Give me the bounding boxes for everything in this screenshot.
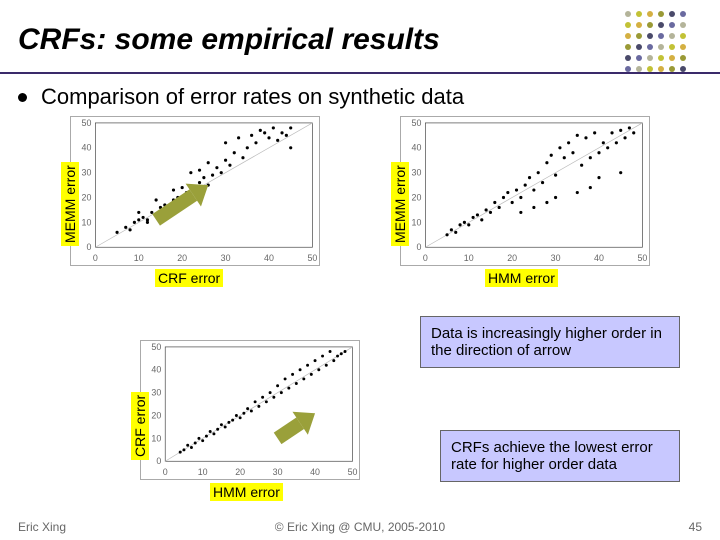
bullet-text: Comparison of error rates on synthetic d… [41,84,464,110]
svg-text:10: 10 [82,217,92,227]
svg-text:20: 20 [151,410,161,420]
svg-text:30: 30 [221,253,231,263]
svg-text:40: 40 [412,143,422,153]
plot-hmm-vs-crf: 00 10 10 20 20 30 30 40 40 50 50 [140,340,360,480]
footer-author: Eric Xing [18,520,66,534]
svg-text:0: 0 [423,253,428,263]
xlabel-hmm-bottom: HMM error [210,484,283,500]
svg-text:50: 50 [348,467,358,477]
svg-text:20: 20 [412,192,422,202]
plot-hmm-vs-memm: 00 10 10 20 20 30 30 40 40 50 50 [400,116,650,266]
svg-text:40: 40 [151,365,161,375]
svg-text:0: 0 [163,467,168,477]
bullet-icon [18,93,27,102]
xlabel-hmm-right: HMM error [485,270,558,286]
xlabel-crf-left: CRF error [155,270,223,286]
svg-text:30: 30 [151,388,161,398]
footer-copyright: © Eric Xing @ CMU, 2005-2010 [275,520,445,534]
footer-page-number: 45 [689,520,702,534]
svg-text:40: 40 [264,253,274,263]
svg-text:20: 20 [235,467,245,477]
svg-text:10: 10 [412,217,422,227]
svg-text:0: 0 [93,253,98,263]
svg-text:30: 30 [273,467,283,477]
svg-text:0: 0 [416,242,421,252]
svg-text:10: 10 [464,253,474,263]
svg-text:40: 40 [82,143,92,153]
slide: CRFs: some empirical results Comparison … [0,0,720,540]
svg-text:20: 20 [82,192,92,202]
svg-text:50: 50 [151,342,161,352]
svg-text:40: 40 [310,467,320,477]
ylabel-memm-right: MEMM error [392,162,408,246]
svg-text:30: 30 [412,168,422,178]
bullet-row: Comparison of error rates on synthetic d… [18,84,464,110]
decorative-dots [622,8,702,78]
svg-text:30: 30 [551,253,561,263]
ylabel-crf-bottom: CRF error [132,392,148,460]
title-row: CRFs: some empirical results [0,8,720,72]
svg-text:10: 10 [134,253,144,263]
svg-text:50: 50 [412,118,422,128]
svg-text:20: 20 [177,253,187,263]
plot-crf-vs-memm: 00 10 10 20 20 30 30 40 40 50 50 [70,116,320,266]
svg-text:50: 50 [637,253,647,263]
svg-text:50: 50 [82,118,92,128]
title-underline [0,72,720,74]
note-conclusion: CRFs achieve the lowest error rate for h… [440,430,680,482]
svg-text:50: 50 [307,253,317,263]
svg-text:40: 40 [594,253,604,263]
svg-text:10: 10 [198,467,208,477]
ylabel-memm-left: MEMM error [62,162,78,246]
svg-text:0: 0 [156,456,161,466]
svg-text:20: 20 [507,253,517,263]
svg-text:0: 0 [86,242,91,252]
svg-text:30: 30 [82,168,92,178]
note-direction: Data is increasingly higher order in the… [420,316,680,368]
svg-text:10: 10 [151,433,161,443]
slide-title: CRFs: some empirical results [0,23,440,57]
